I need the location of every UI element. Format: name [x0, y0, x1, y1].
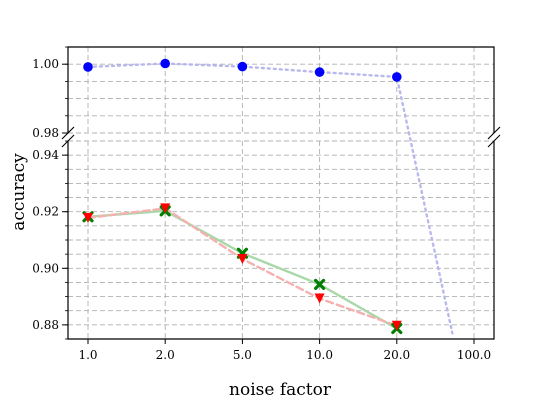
y-tick-label: 0.90	[32, 261, 59, 275]
axis-break-mark	[487, 126, 501, 140]
data-point	[83, 62, 93, 72]
y-tick-label: 0.98	[32, 126, 59, 140]
x-tick-label: 5.0	[233, 348, 252, 362]
axis-break-mark	[487, 134, 501, 148]
series-markers	[82, 58, 403, 335]
y-tick-label: 0.94	[32, 148, 59, 162]
grid-layer	[68, 46, 494, 340]
data-point	[160, 58, 170, 69]
y-tick-label: 0.88	[32, 318, 59, 332]
data-point	[237, 61, 248, 72]
y-axis-label: accuracy	[9, 153, 29, 231]
x-axis-label: noise factor	[229, 380, 332, 400]
x-tick-label: 20.0	[383, 348, 410, 362]
x-tick-label: 2.0	[156, 348, 175, 362]
data-point	[160, 203, 171, 214]
data-point	[237, 253, 248, 264]
data-point	[392, 72, 402, 82]
x-tick-label: 100.0	[457, 348, 491, 362]
y-tick-label: 0.92	[32, 205, 59, 219]
ticks: 0.98 1.00 0.88 0.90 0.92 0.94 1.0 2.0 5.0 10.0 20.…	[32, 46, 491, 362]
data-point	[314, 293, 325, 304]
series-line-1	[86, 62, 454, 335]
series-lines	[86, 62, 454, 335]
data-point	[314, 67, 325, 77]
axes-frame	[61, 46, 501, 340]
y-tick-label: 1.00	[32, 57, 59, 71]
x-tick-label: 1.0	[78, 348, 97, 362]
data-point	[391, 320, 402, 331]
x-tick-label: 10.0	[306, 348, 333, 362]
upper-panel-frame	[67, 46, 495, 133]
data-point	[314, 278, 326, 291]
data-point	[83, 212, 93, 223]
